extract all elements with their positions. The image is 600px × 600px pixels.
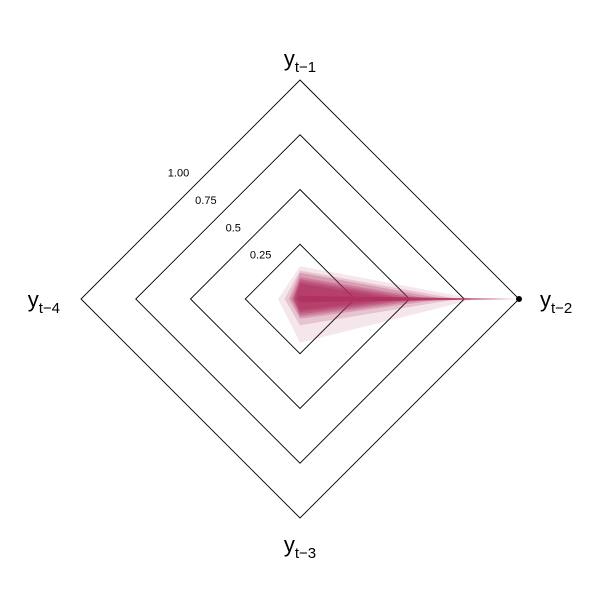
grid-ring-1 [244,243,356,355]
grid-rings [80,79,520,519]
series-polygon-1 [278,266,476,343]
series-polygon-3 [289,272,445,319]
grid-ring-4 [80,79,520,519]
grid-ring-3 [135,134,465,464]
axis-label-2: yt−2 [540,287,572,317]
highlight-markers [516,296,522,302]
ring-tick-labels: 0.25 0.5 0.75 1.00 [168,168,272,262]
axis-labels: yt−1 yt−2 yt−3 yt−4 [28,46,573,562]
axis-label-4: yt−4 [28,287,60,317]
tick-label-1: 0.25 [250,250,271,262]
axis-label-3: yt−3 [284,532,316,562]
highlight-point [516,296,522,302]
axis-label-1: yt−1 [284,46,316,76]
tick-label-2: 0.5 [226,222,241,234]
tick-label-4: 1.00 [168,168,189,180]
tick-label-3: 0.75 [195,195,216,207]
series-spike [297,295,519,303]
grid-ring-2 [189,188,411,410]
data-polygons [278,266,519,343]
